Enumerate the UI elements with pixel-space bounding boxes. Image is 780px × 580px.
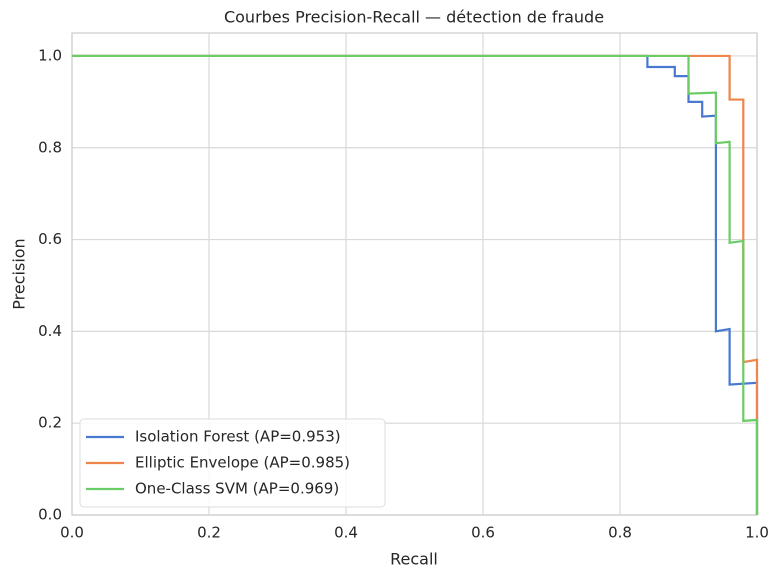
y-tick-label: 0.6 — [38, 230, 62, 248]
legend-label: One-Class SVM (AP=0.969) — [135, 480, 339, 498]
x-tick-label: 0.6 — [471, 524, 495, 542]
chart-title: Courbes Precision-Recall — détection de … — [224, 8, 604, 27]
y-axis-label: Precision — [10, 238, 29, 309]
line-series — [72, 54, 759, 515]
x-tick-label: 0.4 — [334, 524, 358, 542]
line-series — [72, 54, 759, 515]
x-tick-label: 0.0 — [60, 524, 84, 542]
legend-label: Isolation Forest (AP=0.953) — [135, 428, 341, 446]
y-tick-label: 0.0 — [38, 506, 62, 524]
x-tick-label: 0.8 — [608, 524, 632, 542]
legend-label: Elliptic Envelope (AP=0.985) — [135, 454, 350, 472]
y-tick-label: 0.2 — [38, 414, 62, 432]
legend-box — [79, 418, 386, 508]
x-axis-label: Recall — [390, 550, 438, 569]
y-tick-label: 0.4 — [38, 322, 62, 340]
plot-frame — [71, 32, 758, 516]
line-series — [72, 54, 759, 515]
y-tick-label: 1.0 — [38, 46, 62, 64]
y-tick-label: 0.8 — [38, 138, 62, 156]
x-tick-label: 1.0 — [745, 524, 769, 542]
x-tick-label: 0.2 — [197, 524, 221, 542]
